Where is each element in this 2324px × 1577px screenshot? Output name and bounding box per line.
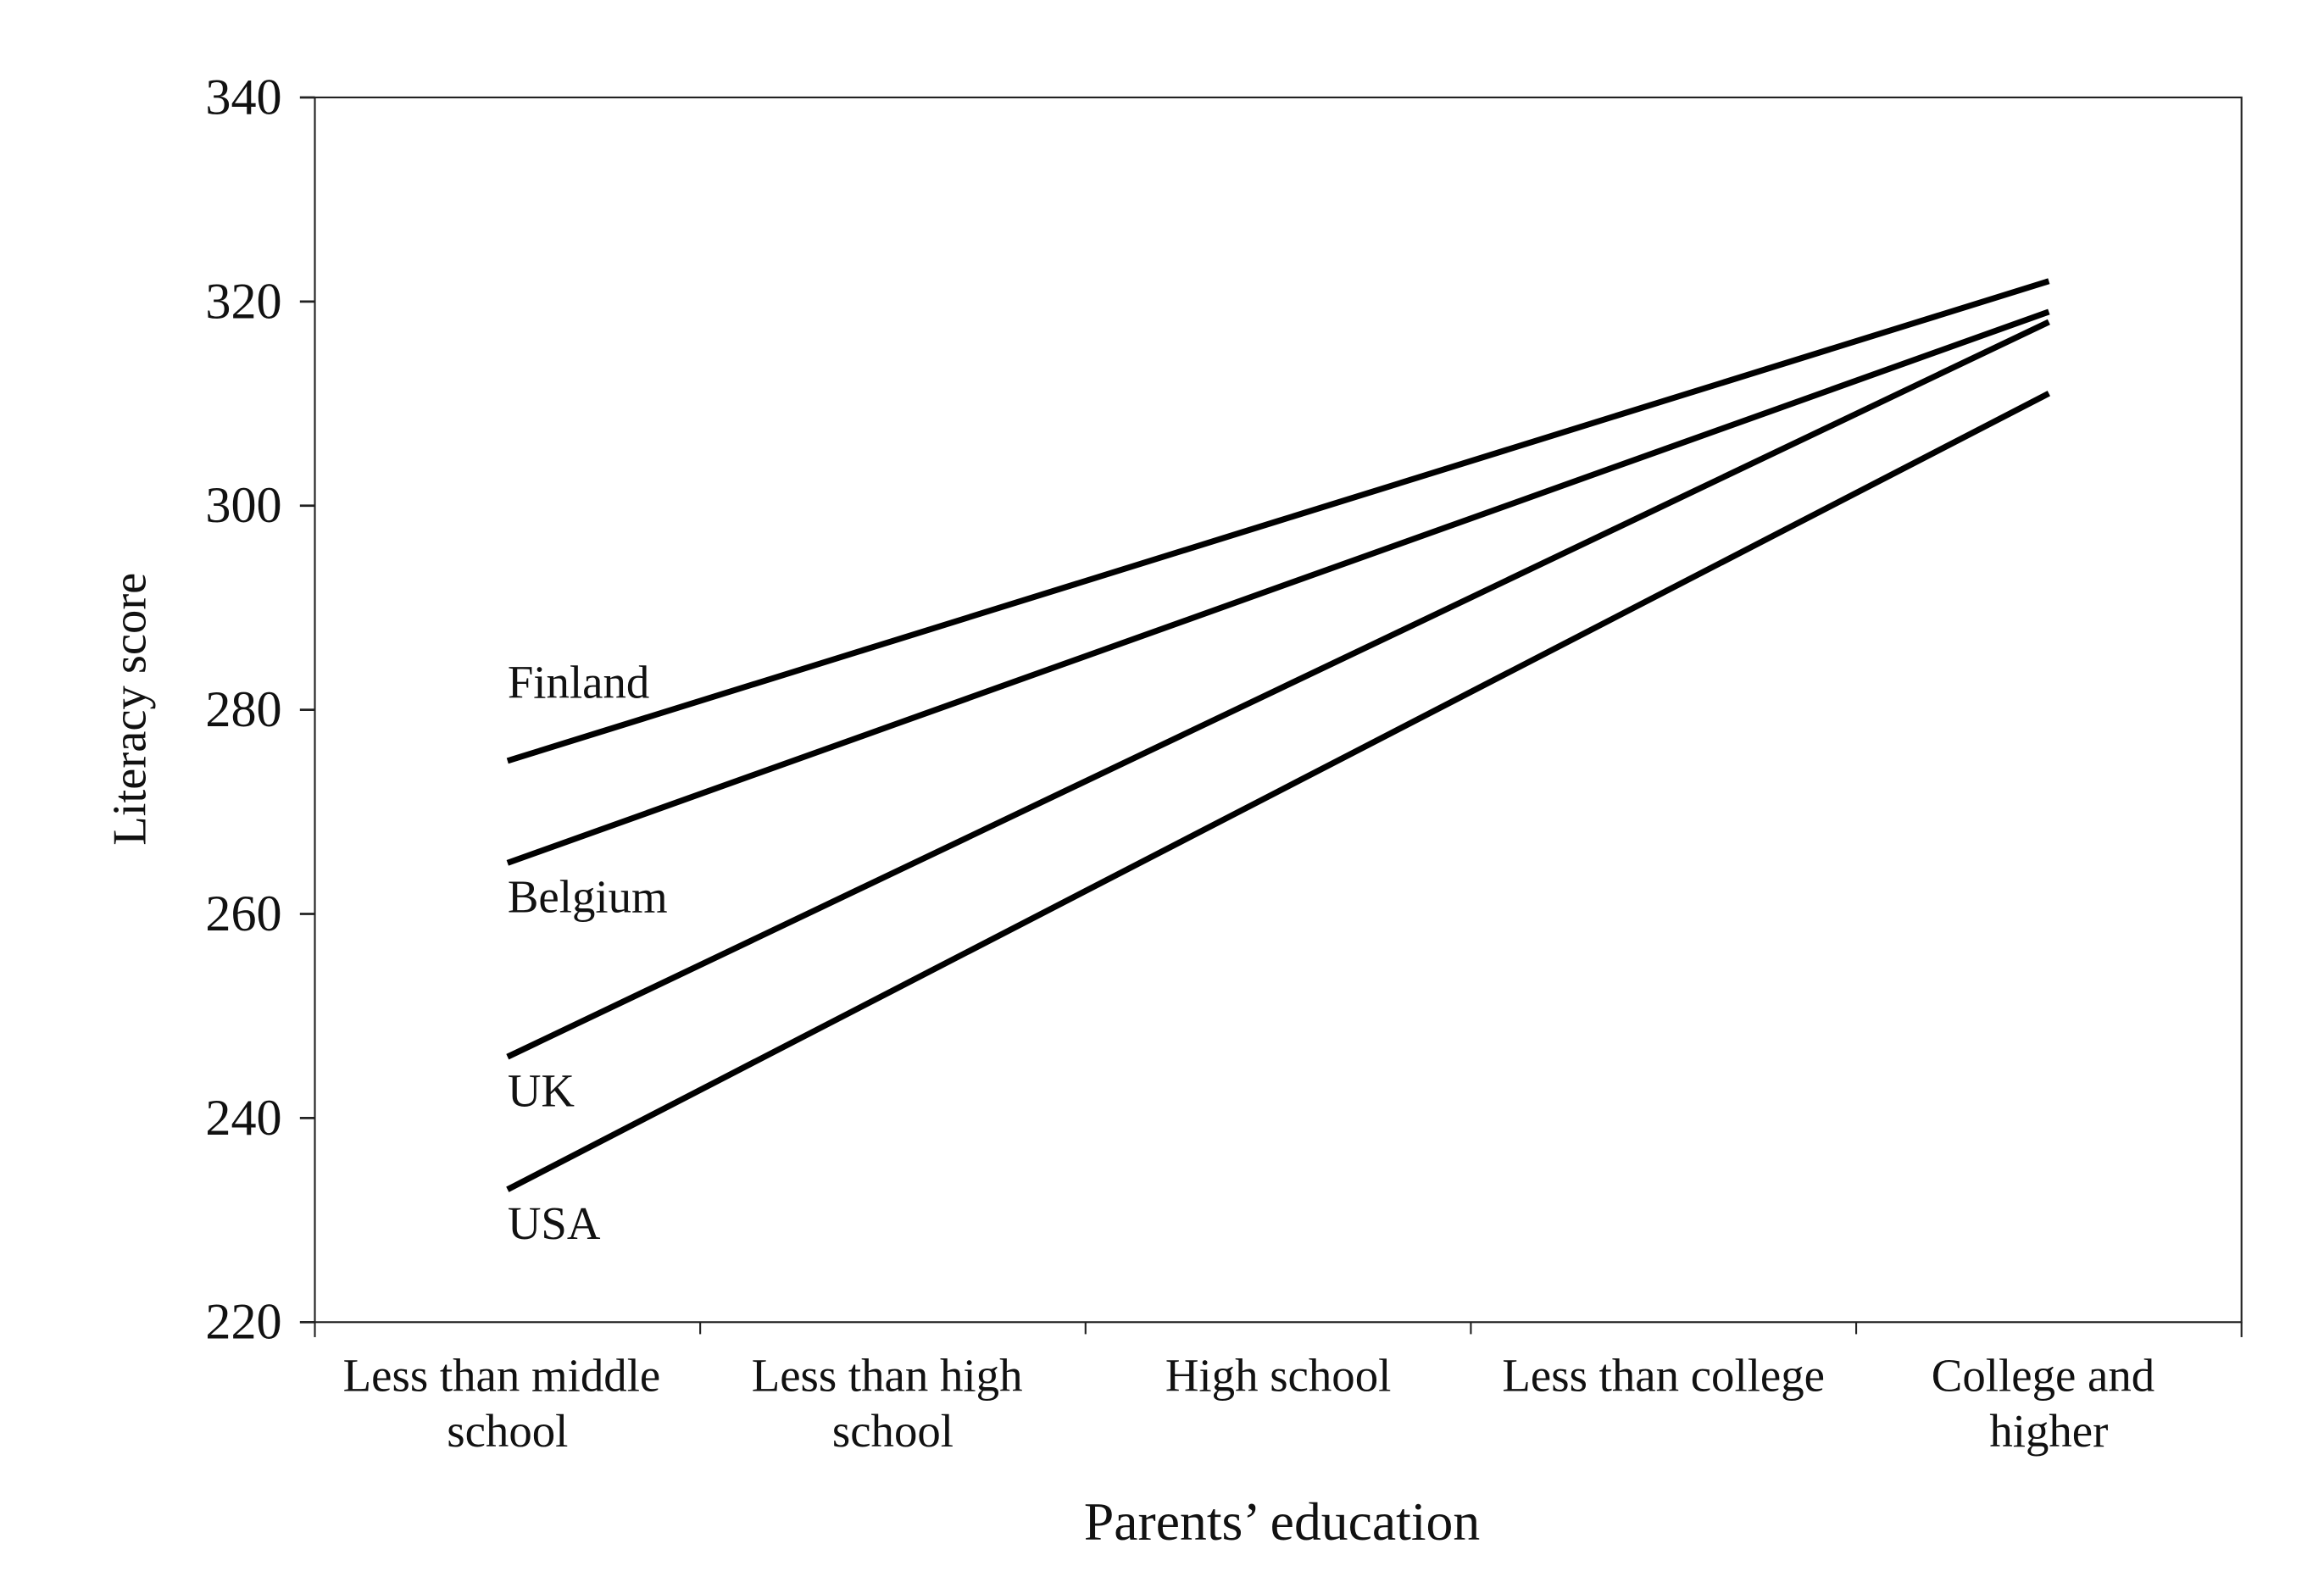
series-line <box>506 308 2050 866</box>
x-tick-label: High school <box>1165 1350 1392 1402</box>
y-tick-label: 260 <box>205 886 281 942</box>
x-tick-label: Less than middle school <box>343 1350 672 1457</box>
series-label: USA <box>508 1197 601 1249</box>
series-label: Belgium <box>508 871 668 923</box>
x-tick-label: Less than college <box>1502 1350 1825 1402</box>
series-label: Finland <box>508 657 650 708</box>
y-tick-label: 300 <box>205 477 281 534</box>
series-line <box>506 278 2050 764</box>
y-tick-label: 220 <box>205 1294 281 1351</box>
x-tick-label-line: College and <box>1932 1350 2166 1402</box>
x-tick-label-line: school <box>447 1405 568 1457</box>
y-axis-label: Literacy score <box>104 573 157 846</box>
y-tick-label: 340 <box>205 69 281 125</box>
x-tick-label: Less than high school <box>752 1350 1035 1457</box>
y-tick-label: 280 <box>205 681 281 738</box>
series-line <box>506 319 2050 1060</box>
x-tick-label-line: Less than high <box>752 1350 1035 1402</box>
y-tick-label: 240 <box>205 1090 281 1147</box>
x-tick-label-line: school <box>832 1405 954 1457</box>
y-tick-label: 320 <box>205 273 281 330</box>
series-line <box>506 391 2050 1192</box>
x-tick-label-line: Less than middle <box>343 1350 672 1402</box>
x-tick-label: College and higher <box>1932 1350 2166 1457</box>
x-axis-label: Parents’ education <box>1084 1491 1480 1552</box>
x-tick-label-line: higher <box>1989 1405 2108 1457</box>
series-label: UK <box>508 1065 575 1117</box>
